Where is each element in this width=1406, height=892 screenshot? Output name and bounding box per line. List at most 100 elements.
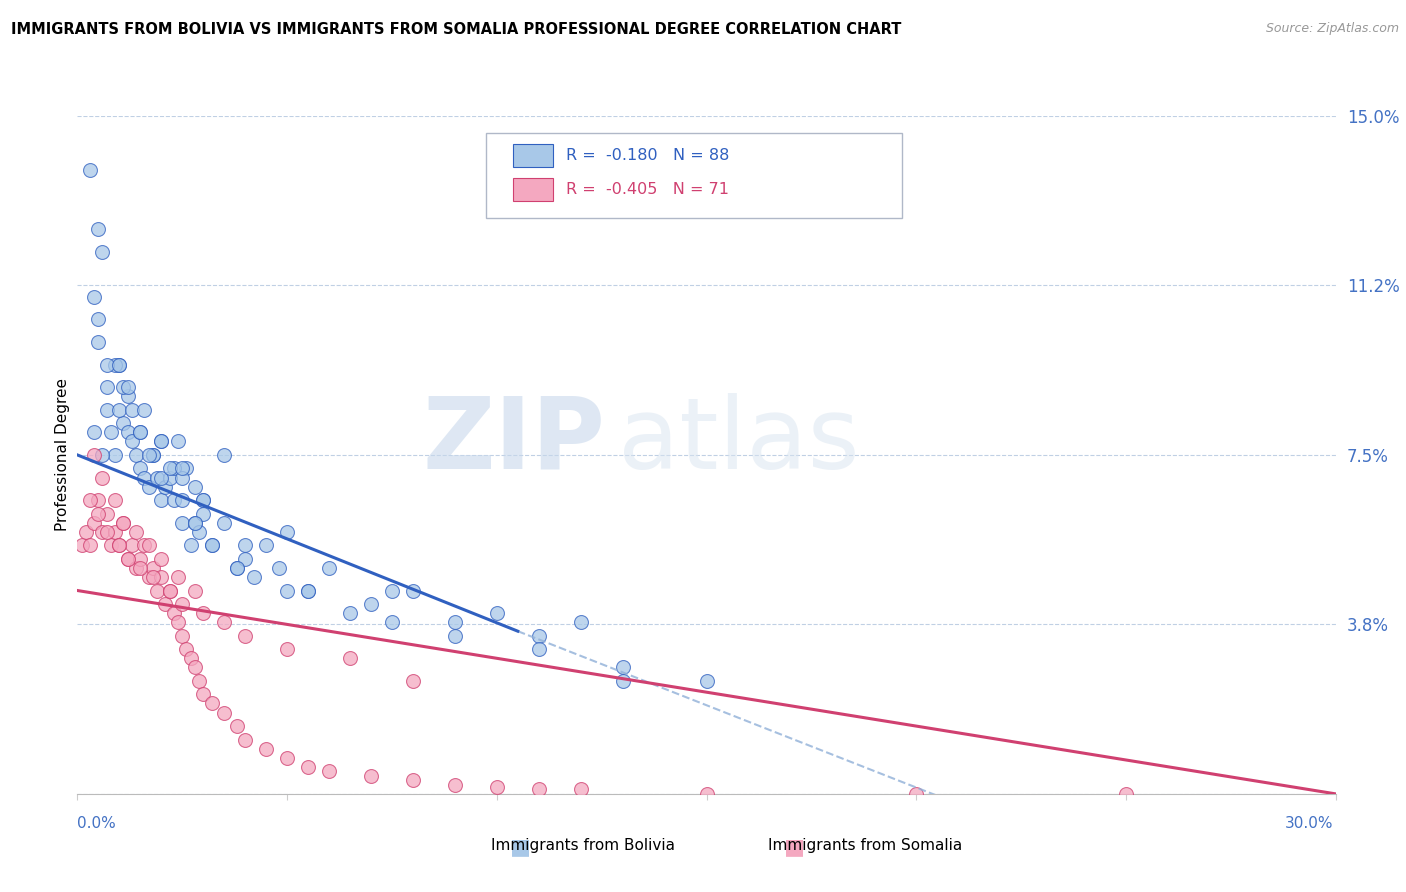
Point: [172, 629, 194, 643]
Point: [191, 688, 215, 702]
Point: [87, 312, 110, 326]
Point: [138, 479, 160, 493]
Point: [188, 673, 211, 688]
Point: [381, 615, 404, 629]
Point: [184, 516, 207, 530]
Point: [96, 358, 118, 372]
Point: [184, 516, 207, 530]
Point: [167, 434, 190, 449]
Text: ■: ■: [785, 837, 804, 856]
Point: [108, 538, 131, 552]
Point: [146, 583, 169, 598]
Point: [339, 606, 361, 620]
Point: [108, 358, 131, 372]
Point: [117, 552, 139, 566]
Point: [150, 570, 173, 584]
Point: [612, 673, 634, 688]
Point: [155, 479, 177, 493]
Point: [87, 334, 110, 349]
Text: 0.0%: 0.0%: [77, 816, 117, 831]
Point: [129, 561, 152, 575]
Point: [233, 538, 256, 552]
Point: [121, 402, 143, 417]
Point: [254, 538, 277, 552]
Point: [188, 524, 211, 539]
Point: [527, 629, 550, 643]
Point: [104, 358, 127, 372]
Point: [100, 538, 122, 552]
Point: [87, 507, 110, 521]
Point: [112, 417, 135, 431]
Point: [233, 732, 256, 747]
Point: [125, 448, 148, 462]
Point: [167, 615, 190, 629]
Point: [83, 290, 105, 304]
Point: [87, 222, 110, 236]
Point: [87, 493, 110, 508]
Point: [142, 561, 165, 575]
Point: [696, 787, 718, 801]
Point: [485, 606, 508, 620]
Point: [212, 516, 235, 530]
Point: [163, 461, 186, 475]
Point: [121, 538, 143, 552]
Point: [117, 552, 139, 566]
FancyBboxPatch shape: [486, 133, 901, 218]
Point: [91, 244, 114, 259]
Text: Immigrants from Bolivia: Immigrants from Bolivia: [492, 838, 675, 854]
Text: R =  -0.180   N = 88: R = -0.180 N = 88: [565, 148, 728, 162]
Point: [212, 706, 235, 720]
Point: [155, 597, 177, 611]
Text: R =  -0.405   N = 71: R = -0.405 N = 71: [565, 182, 728, 196]
Point: [176, 642, 198, 657]
Point: [142, 448, 165, 462]
Point: [104, 524, 127, 539]
Point: [100, 425, 122, 440]
Point: [402, 673, 425, 688]
Point: [569, 615, 592, 629]
Point: [91, 470, 114, 484]
Point: [297, 583, 319, 598]
Point: [276, 642, 298, 657]
Point: [150, 434, 173, 449]
Point: [233, 629, 256, 643]
Point: [212, 448, 235, 462]
Point: [696, 673, 718, 688]
Point: [184, 479, 207, 493]
Point: [163, 493, 186, 508]
Point: [96, 402, 118, 417]
Point: [117, 380, 139, 394]
Point: [297, 760, 319, 774]
Point: [297, 583, 319, 598]
Point: [108, 402, 131, 417]
Point: [527, 782, 550, 797]
Point: [191, 493, 215, 508]
Point: [150, 470, 173, 484]
Text: Immigrants from Somalia: Immigrants from Somalia: [768, 838, 962, 854]
Point: [276, 583, 298, 598]
Point: [191, 507, 215, 521]
Point: [138, 448, 160, 462]
Point: [212, 615, 235, 629]
Point: [242, 570, 264, 584]
Point: [121, 434, 143, 449]
Text: ■: ■: [510, 837, 530, 856]
Point: [318, 764, 340, 779]
Point: [172, 516, 194, 530]
Point: [276, 750, 298, 764]
Point: [200, 697, 222, 711]
Point: [96, 524, 118, 539]
Point: [108, 538, 131, 552]
Point: [225, 719, 247, 733]
Point: [318, 561, 340, 575]
Point: [184, 660, 207, 674]
Point: [180, 538, 202, 552]
Point: [142, 448, 165, 462]
FancyBboxPatch shape: [513, 178, 553, 201]
Point: [138, 538, 160, 552]
Point: [79, 493, 101, 508]
Point: [150, 434, 173, 449]
Point: [96, 380, 118, 394]
Point: [125, 561, 148, 575]
Point: [129, 461, 152, 475]
